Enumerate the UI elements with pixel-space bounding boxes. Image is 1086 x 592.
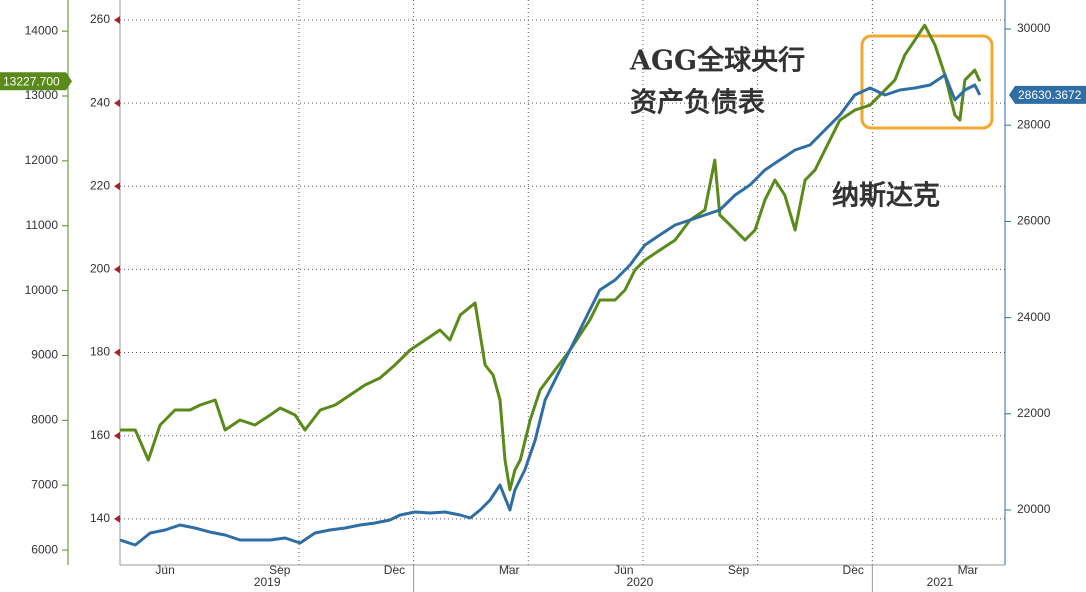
year-label: 2020 xyxy=(627,575,654,589)
y2-tick-label: 28000 xyxy=(1017,117,1051,131)
y-tick-label: 9000 xyxy=(31,348,58,362)
last-value-tag xyxy=(1009,85,1086,104)
x-tick-label: Jun xyxy=(614,563,633,577)
year-label: 2019 xyxy=(254,575,281,589)
y2-tick-label: 20000 xyxy=(1017,502,1051,516)
y3-tick xyxy=(114,514,120,523)
y3-tick-label: 180 xyxy=(90,345,110,359)
y3-tick-label: 140 xyxy=(90,511,110,525)
y3-tick-label: 200 xyxy=(90,262,110,276)
y-tick-label: 6000 xyxy=(31,542,58,556)
x-tick-label: Dec xyxy=(843,563,864,577)
y-tick-label: 13000 xyxy=(25,88,59,102)
x-tick-label: Mar xyxy=(958,563,979,577)
annotation: 纳斯达克 xyxy=(832,180,940,212)
y3-tick xyxy=(114,265,120,274)
y-tick-label: 11000 xyxy=(26,218,59,232)
y2-tick-label: 24000 xyxy=(1017,310,1051,324)
y3-tick xyxy=(114,431,120,440)
y3-tick xyxy=(114,99,120,108)
y-tick-label: 10000 xyxy=(25,283,59,297)
y3-tick-label: 160 xyxy=(90,428,110,442)
y3-tick xyxy=(114,15,120,24)
last-value-tag xyxy=(0,72,72,91)
y3-tick xyxy=(114,182,120,191)
y3-tick xyxy=(114,348,120,357)
x-tick-label: Sep xyxy=(269,563,291,577)
x-tick-label: Jun xyxy=(155,563,174,577)
y-tick-label: 7000 xyxy=(31,477,58,491)
y-tick-label: 14000 xyxy=(25,23,59,37)
year-label: 2021 xyxy=(927,575,954,589)
y-tick-label: 8000 xyxy=(31,413,58,427)
y3-tick-label: 220 xyxy=(90,178,110,192)
x-tick-label: Dec xyxy=(384,563,405,577)
series-line xyxy=(120,23,982,492)
last-value-label: 28630.3672 xyxy=(1018,88,1082,102)
annotation: AGG全球央行 xyxy=(629,45,805,77)
series-line xyxy=(119,73,982,547)
last-value-label: 13227.700 xyxy=(3,74,60,88)
y2-tick-label: 22000 xyxy=(1017,406,1051,420)
y2-tick-label: 30000 xyxy=(1017,21,1051,35)
y3-tick-label: 260 xyxy=(90,12,110,26)
highlight-box xyxy=(860,34,994,130)
y3-tick-label: 240 xyxy=(90,95,110,109)
x-tick-label: Mar xyxy=(499,563,520,577)
y2-tick-label: 26000 xyxy=(1017,214,1051,228)
annotation: 资产负债表 xyxy=(630,88,765,119)
x-tick-label: Sep xyxy=(728,563,750,577)
y-tick-label: 12000 xyxy=(25,153,59,167)
